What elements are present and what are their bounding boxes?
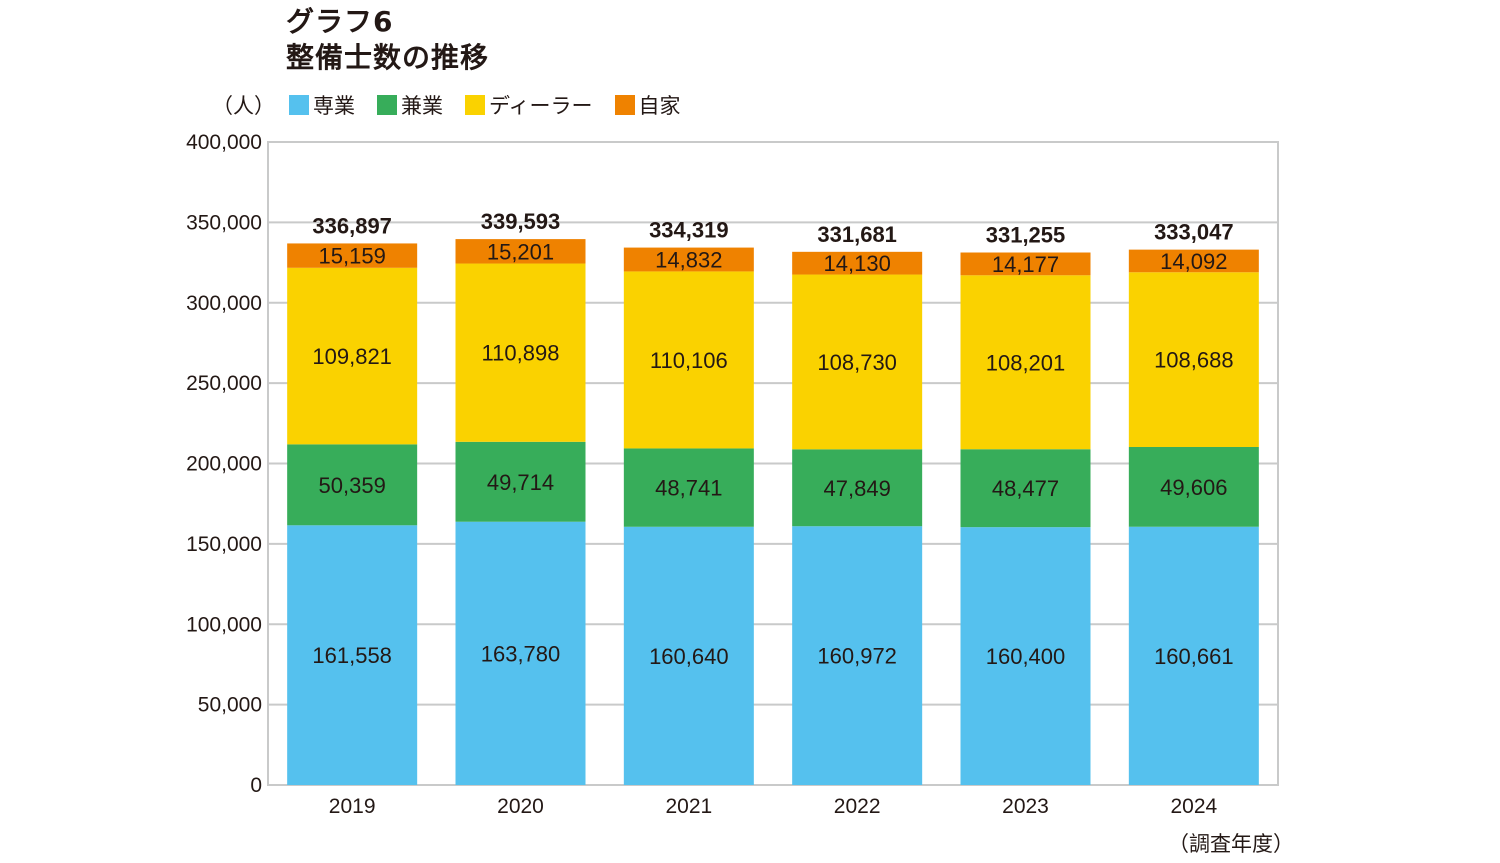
data-label: 160,400	[986, 644, 1066, 669]
legend: （人） 専業 兼業 ディーラー 自家	[212, 90, 703, 120]
bar-segment	[287, 243, 418, 268]
x-tick-label: 2021	[665, 795, 712, 818]
bar-segment	[960, 275, 1091, 450]
bar-segment	[455, 263, 586, 442]
legend-swatch	[289, 95, 309, 115]
bar-segment	[1128, 249, 1259, 273]
data-label: 163,780	[481, 641, 561, 666]
x-tick-label: 2020	[497, 795, 544, 818]
legend-item-kengyo: 兼業	[377, 90, 443, 120]
data-label: 14,832	[655, 248, 722, 273]
data-label: 160,661	[1154, 644, 1234, 669]
bar-segment	[455, 441, 586, 522]
total-label: 331,681	[817, 222, 897, 247]
data-label: 47,849	[824, 476, 891, 501]
y-tick-label: 100,000	[186, 613, 262, 636]
data-label: 14,092	[1160, 249, 1227, 274]
legend-label: 専業	[313, 94, 355, 118]
x-unit-label: （調査年度）	[1168, 832, 1294, 856]
legend-label: ディーラー	[489, 94, 593, 118]
legend-item-senngyo: 専業	[289, 90, 355, 120]
x-tick-label: 2024	[1170, 795, 1217, 818]
data-label: 160,972	[817, 644, 897, 669]
bar-segment	[287, 267, 418, 445]
bar-segment	[960, 449, 1091, 528]
bar-segment	[792, 251, 923, 275]
bar-segment	[455, 239, 586, 264]
x-tick-label: 2022	[834, 795, 881, 818]
y-tick-label: 50,000	[198, 694, 262, 717]
bar-segment	[792, 274, 923, 450]
total-label: 339,593	[481, 209, 561, 234]
title-line-2: 整備士数の推移	[286, 41, 490, 74]
y-tick-label: 0	[250, 774, 262, 797]
y-tick-label: 250,000	[186, 372, 262, 395]
data-label: 108,201	[986, 350, 1066, 375]
bar-segment	[455, 521, 586, 785]
data-label: 49,606	[1160, 475, 1227, 500]
bar-segment	[623, 526, 754, 785]
legend-swatch	[377, 95, 397, 115]
bar-segment	[1128, 526, 1259, 785]
legend-item-jika: 自家	[614, 90, 681, 120]
data-label: 48,477	[992, 476, 1059, 501]
y-tick-label: 350,000	[186, 211, 262, 234]
bar-segment	[623, 247, 754, 272]
bar-segment	[792, 526, 923, 785]
legend-item-dealer: ディーラー	[465, 90, 593, 120]
data-label: 15,201	[487, 239, 554, 264]
bar-segment	[1128, 446, 1259, 527]
chart-title: グラフ6 整備士数の推移	[286, 4, 489, 76]
total-label: 333,047	[1154, 220, 1234, 245]
y-tick-label: 300,000	[186, 292, 262, 315]
data-label: 160,640	[649, 644, 729, 669]
data-label: 50,359	[319, 473, 386, 498]
total-label: 336,897	[312, 213, 392, 238]
plot-frame	[267, 141, 1279, 786]
data-label: 49,714	[487, 470, 554, 495]
data-label: 109,821	[312, 344, 392, 369]
bar-segment	[1128, 272, 1259, 447]
bar-segment	[960, 252, 1091, 276]
data-label: 108,730	[817, 350, 897, 375]
data-label: 108,688	[1154, 348, 1234, 373]
data-label: 110,106	[650, 348, 728, 373]
bar-segment	[623, 448, 754, 527]
bar-segment	[960, 527, 1091, 785]
y-unit-label: （人）	[212, 94, 275, 118]
legend-swatch	[614, 95, 635, 115]
bar-segment	[792, 449, 923, 527]
x-tick-label: 2019	[329, 795, 376, 818]
y-tick-label: 200,000	[186, 453, 262, 476]
data-label: 14,130	[824, 251, 891, 276]
data-label: 14,177	[992, 252, 1059, 277]
title-line-1: グラフ6	[286, 5, 394, 38]
legend-label: 兼業	[401, 94, 443, 118]
legend-label: 自家	[638, 94, 681, 118]
data-label: 161,558	[312, 643, 392, 668]
data-label: 15,159	[319, 244, 386, 269]
total-label: 331,255	[986, 223, 1066, 248]
bar-segment	[287, 444, 418, 526]
y-tick-label: 150,000	[186, 533, 262, 556]
legend-swatch	[465, 95, 485, 115]
y-tick-label: 400,000	[186, 131, 262, 154]
total-label: 334,319	[649, 218, 729, 243]
data-label: 110,898	[482, 341, 560, 366]
bar-segment	[623, 271, 754, 449]
bar-segment	[287, 525, 418, 785]
x-tick-label: 2023	[1002, 795, 1049, 818]
data-label: 48,741	[655, 476, 722, 501]
